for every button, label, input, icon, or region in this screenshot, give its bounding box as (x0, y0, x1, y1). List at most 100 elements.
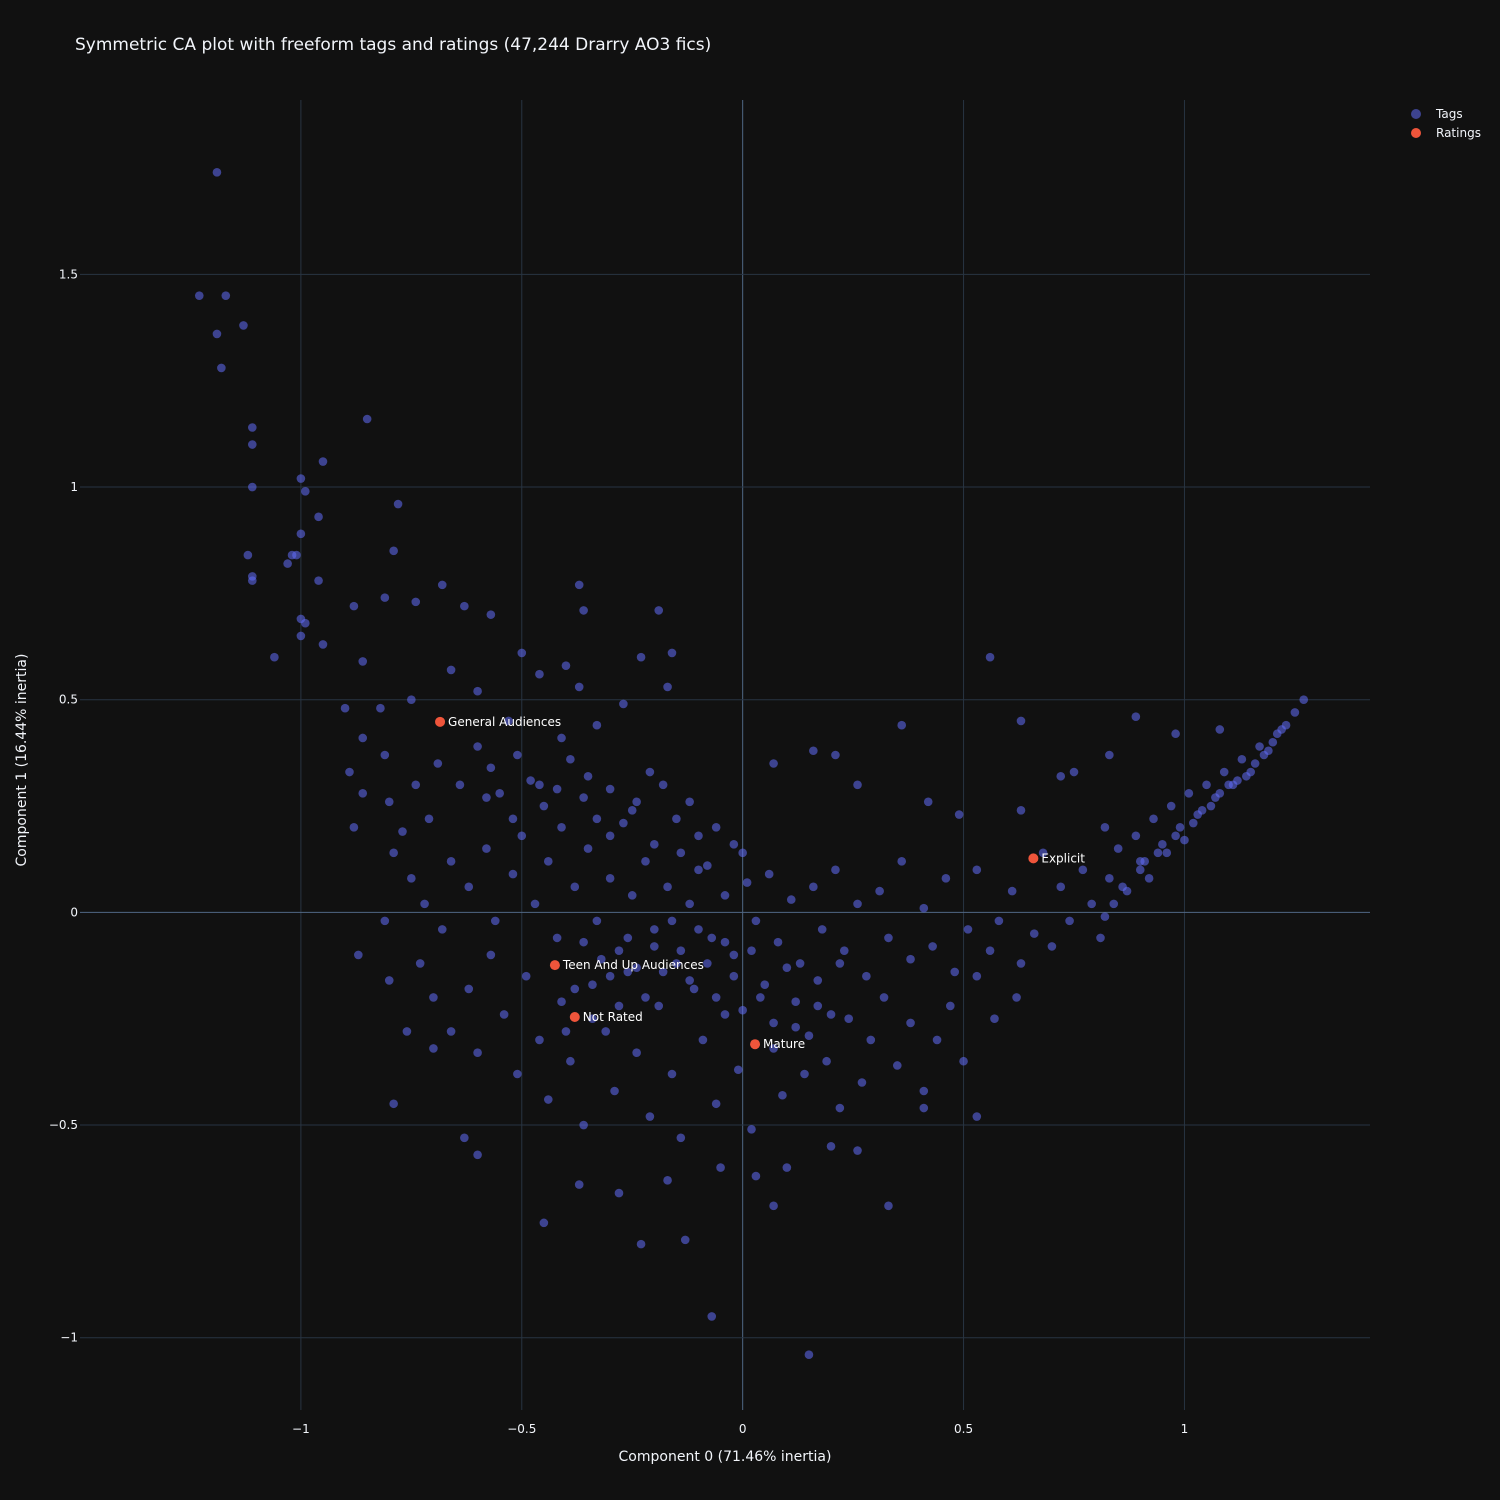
tag-point[interactable] (490, 916, 500, 926)
tag-point[interactable] (1219, 767, 1229, 777)
tag-point[interactable] (539, 801, 549, 811)
tag-point[interactable] (508, 814, 518, 824)
tag-point[interactable] (747, 1124, 756, 1134)
tag-point[interactable] (756, 993, 765, 1002)
tag-point[interactable] (588, 980, 597, 989)
tag-point[interactable] (473, 686, 482, 696)
tag-point[interactable] (1135, 857, 1145, 866)
tag-point[interactable] (906, 954, 915, 964)
tag-point[interactable] (526, 776, 535, 785)
tag-point[interactable] (928, 942, 937, 951)
tag-point[interactable] (535, 669, 544, 679)
tag-point[interactable] (1069, 767, 1079, 777)
tag-point[interactable] (831, 750, 840, 760)
tag-point[interactable] (543, 857, 553, 866)
tag-point[interactable] (627, 805, 637, 815)
tag-point[interactable] (711, 1099, 721, 1109)
tag-point[interactable] (645, 1112, 655, 1121)
legend[interactable]: Tags Ratings (1411, 107, 1481, 140)
tag-point[interactable] (954, 810, 964, 819)
tag-point[interactable] (389, 848, 398, 858)
tag-point[interactable] (632, 963, 641, 972)
tag-point[interactable] (817, 925, 827, 934)
tag-point[interactable] (658, 780, 668, 790)
tag-point[interactable] (296, 529, 306, 539)
tag-point[interactable] (597, 954, 606, 964)
tag-point[interactable] (535, 1035, 544, 1045)
tag-point[interactable] (919, 903, 929, 913)
tag-point[interactable] (552, 784, 562, 794)
tag-point[interactable] (1135, 865, 1145, 875)
tag-point[interactable] (1056, 771, 1066, 781)
tag-point[interactable] (247, 576, 257, 585)
tag-point[interactable] (946, 1001, 955, 1011)
tag-point[interactable] (892, 1061, 902, 1070)
tag-point[interactable] (685, 899, 694, 909)
tag-point[interactable] (389, 546, 398, 556)
tag-point[interactable] (424, 814, 434, 824)
tag-point[interactable] (535, 780, 544, 790)
legend-item-ratings[interactable]: Ratings (1411, 126, 1481, 140)
tag-point[interactable] (897, 720, 907, 730)
tag-point[interactable] (446, 857, 456, 866)
tag-point[interactable] (773, 937, 783, 947)
tag-point[interactable] (764, 869, 774, 879)
tag-point[interactable] (508, 869, 518, 879)
tag-point[interactable] (314, 512, 323, 522)
tag-point[interactable] (1171, 831, 1180, 841)
tag-point[interactable] (694, 831, 703, 841)
tag-point[interactable] (689, 984, 699, 994)
tag-point[interactable] (1175, 823, 1185, 832)
tag-point[interactable] (786, 895, 796, 904)
tag-point[interactable] (1215, 725, 1225, 734)
tag-point[interactable] (1131, 712, 1141, 722)
tag-point[interactable] (239, 321, 248, 330)
tag-point[interactable] (566, 1056, 575, 1066)
tag-point[interactable] (1153, 848, 1163, 858)
tag-point[interactable] (985, 946, 995, 955)
tag-point[interactable] (601, 1027, 611, 1036)
tag-point[interactable] (1144, 874, 1154, 883)
tag-point[interactable] (853, 1146, 862, 1155)
tag-point[interactable] (296, 631, 306, 641)
tag-point[interactable] (963, 925, 973, 934)
tag-point[interactable] (729, 840, 739, 849)
tag-point[interactable] (212, 168, 222, 177)
tag-point[interactable] (605, 874, 615, 883)
tag-point[interactable] (247, 440, 257, 449)
tag-point[interactable] (782, 963, 792, 972)
tag-point[interactable] (517, 831, 527, 841)
tag-point[interactable] (460, 601, 469, 611)
tag-point[interactable] (641, 857, 650, 866)
tag-point[interactable] (437, 925, 447, 934)
tag-point[interactable] (778, 1090, 787, 1100)
tag-point[interactable] (1197, 805, 1207, 815)
tag-point[interactable] (415, 959, 425, 968)
tag-point[interactable] (813, 1001, 823, 1011)
tag-point[interactable] (919, 1103, 929, 1113)
tag-point[interactable] (667, 648, 677, 658)
tag-point[interactable] (1087, 899, 1096, 909)
tag-point[interactable] (703, 959, 712, 968)
tag-point[interactable] (217, 363, 226, 373)
tag-point[interactable] (433, 759, 443, 768)
tag-point[interactable] (623, 967, 633, 977)
tag-point[interactable] (605, 831, 615, 841)
tag-point[interactable] (513, 1069, 522, 1079)
tag-point[interactable] (247, 423, 257, 432)
tag-point[interactable] (623, 933, 633, 943)
tag-point[interactable] (1290, 708, 1300, 717)
rating-point[interactable] (549, 960, 560, 971)
tag-point[interactable] (517, 648, 527, 658)
tag-point[interactable] (1158, 840, 1167, 849)
tag-point[interactable] (632, 797, 641, 807)
tag-point[interactable] (663, 1176, 672, 1185)
tag-point[interactable] (769, 1018, 778, 1028)
tag-point[interactable] (574, 682, 584, 692)
tag-point[interactable] (407, 874, 416, 883)
tag-point[interactable] (614, 1001, 624, 1011)
tag-point[interactable] (959, 1056, 968, 1066)
tag-point[interactable] (362, 414, 372, 424)
tag-point[interactable] (588, 1014, 597, 1024)
tag-point[interactable] (733, 1065, 743, 1075)
